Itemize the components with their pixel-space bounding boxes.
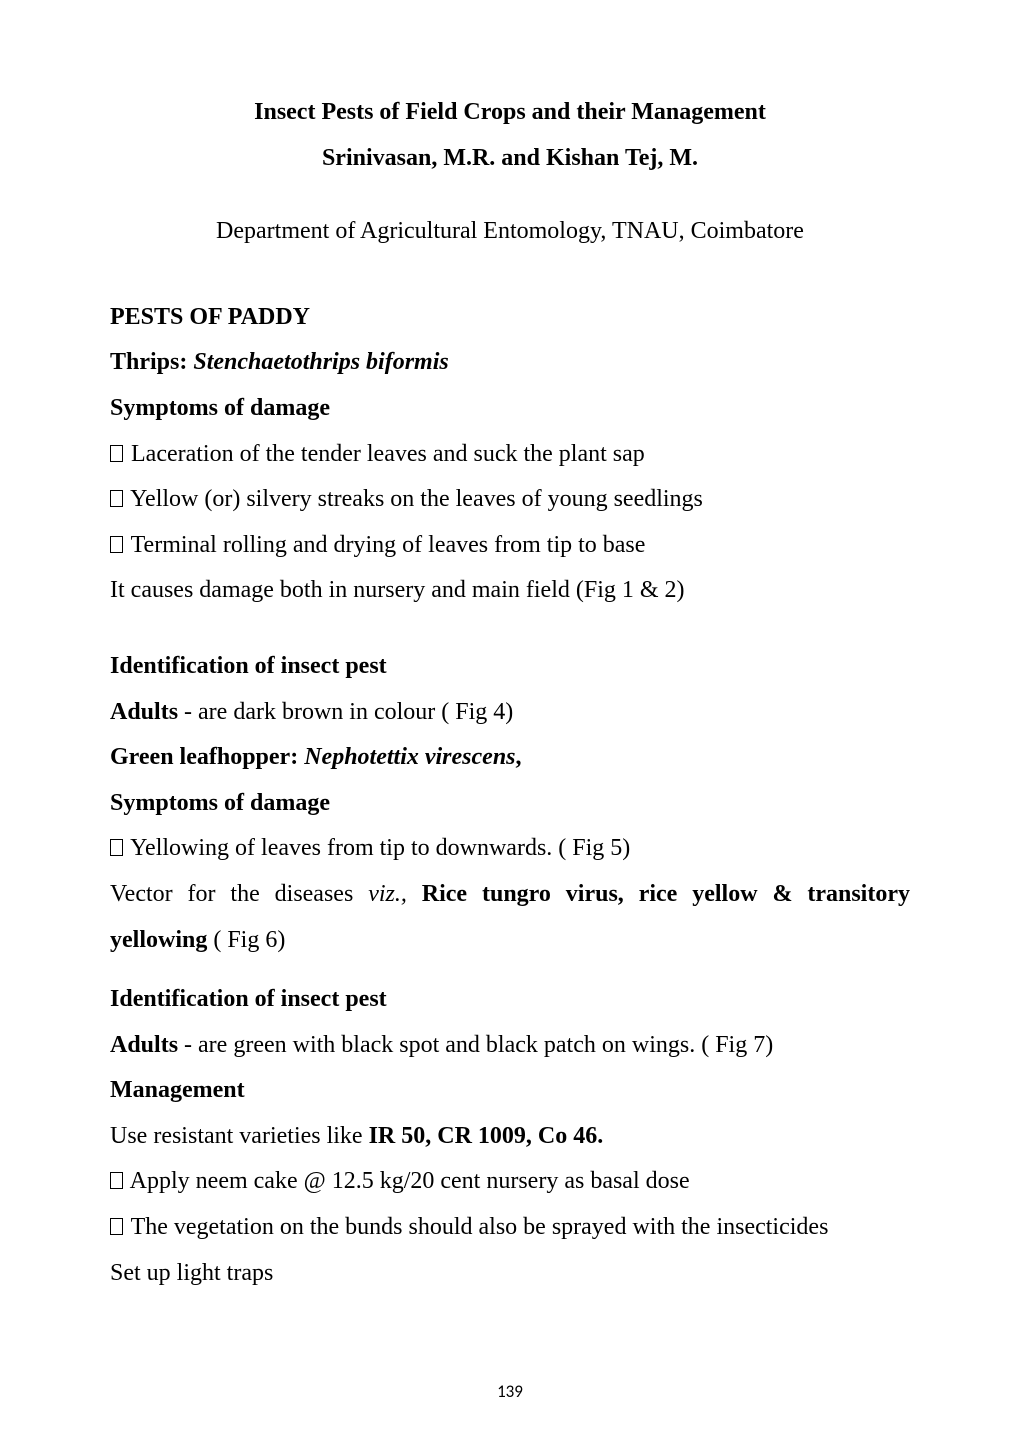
doc-authors: Srinivasan, M.R. and Kishan Tej, M. [110,136,910,182]
heading-identification-2: Identification of insect pest [110,977,910,1023]
heading-symptoms-1: Symptoms of damage [110,386,910,432]
bullet-glyph-icon [110,1218,123,1235]
symptom-3: Terminal rolling and drying of leaves fr… [110,523,910,569]
symptom-2: Yellow (or) silvery streaks on the leave… [110,477,910,523]
vector-line: Vector for the diseases viz., Rice tungr… [110,872,910,963]
heading-identification-1: Identification of insect pest [110,644,910,690]
mgmt-1: Use resistant varieties like IR 50, CR 1… [110,1114,910,1160]
page-number: 139 [0,1381,1020,1402]
bullet-glyph-icon [110,536,123,553]
doc-department: Department of Agricultural Entomology, T… [110,209,910,255]
adults-line-2: Adults - are green with black spot and b… [110,1023,910,1069]
bullet-glyph-icon [110,445,123,462]
mgmt-2: Apply neem cake @ 12.5 kg/20 cent nurser… [110,1159,910,1205]
symptom-4: It causes damage both in nursery and mai… [110,568,910,614]
glh-symptom: Yellowing of leaves from tip to downward… [110,826,910,872]
thrips-species: Stenchaetothrips biformis [193,349,448,375]
mgmt-4: Set up light traps [110,1251,910,1297]
bullet-glyph-icon [110,490,123,507]
symptom-1: Laceration of the tender leaves and suck… [110,432,910,478]
green-leafhopper-line: Green leafhopper: Nephotettix virescens, [110,735,910,781]
doc-title: Insect Pests of Field Crops and their Ma… [110,90,910,136]
heading-pests-of-paddy: PESTS OF PADDY [110,295,910,341]
heading-management: Management [110,1068,910,1114]
thrips-line: Thrips: Stenchaetothrips biformis [110,340,910,386]
mgmt-3: The vegetation on the bunds should also … [110,1205,910,1251]
bullet-glyph-icon [110,839,123,856]
heading-symptoms-2: Symptoms of damage [110,781,910,827]
thrips-label: Thrips: [110,349,193,375]
bullet-glyph-icon [110,1172,123,1189]
adults-line-1: Adults - are dark brown in colour ( Fig … [110,690,910,736]
